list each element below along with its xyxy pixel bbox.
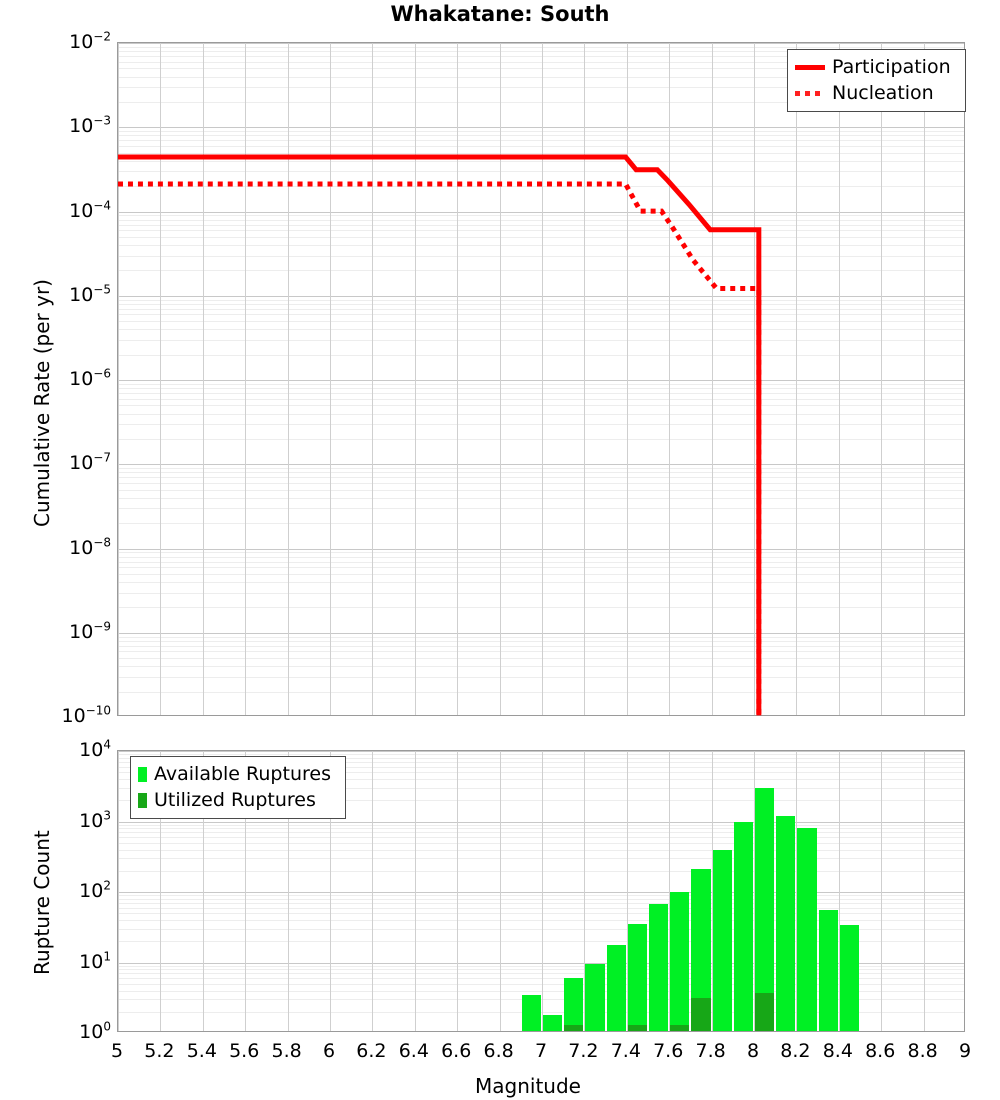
histogram-bar [564,978,584,1031]
y-tick-label: 10−5 [69,282,111,306]
histogram-bar [712,849,732,1031]
y-tick-label: 10−4 [69,198,111,222]
histogram-bar-utilized [755,992,775,1031]
bottom-plot-grid [118,751,964,1031]
histogram-bar [606,944,626,1031]
y-tick-label: 10−9 [69,619,111,643]
histogram-bar [797,828,817,1031]
histogram-bar-utilized [691,998,711,1031]
histogram-bar [521,994,541,1031]
legend-label-utilized-ruptures: Utilized Ruptures [154,789,316,811]
green-square-icon [138,766,147,782]
y-tick-label: 10−8 [69,535,111,559]
dotted-line-icon [795,90,825,96]
legend-label-participation: Participation [832,56,951,78]
legend-item-available-ruptures: Available Ruptures [138,761,337,787]
top-y-axis-title: Cumulative Rate (per yr) [30,279,54,527]
histogram-bar-utilized [564,1024,584,1031]
bottom-y-axis-title: Rupture Count [30,830,54,975]
histogram-bar [818,910,838,1031]
x-tick-label: 8.2 [780,1040,811,1062]
x-tick-label: 8 [746,1040,760,1062]
y-tick-label: 10−10 [61,703,111,727]
solid-line-icon [795,64,825,70]
x-tick-label: 6.8 [483,1040,514,1062]
legend-item-participation: Participation [795,54,957,80]
y-tick-label: 101 [79,949,111,973]
y-tick-label: 104 [79,737,111,761]
histogram-bar-utilized [627,1024,647,1031]
legend-item-utilized-ruptures: Utilized Ruptures [138,787,337,813]
y-tick-label: 102 [79,878,111,902]
histogram-bar [543,1015,563,1031]
x-tick-label: 8.8 [907,1040,938,1062]
histogram-bar [839,925,859,1031]
x-tick-label: 7.6 [653,1040,684,1062]
x-tick-label: 5 [110,1040,124,1062]
histogram-bar [670,892,690,1031]
x-tick-label: 7.2 [568,1040,599,1062]
cumulative-rate-plot [117,42,965,716]
histogram-bar [585,964,605,1031]
x-tick-label: 6.2 [356,1040,387,1062]
curve-legend: Participation Nucleation [787,49,966,112]
x-tick-label: 7 [534,1040,548,1062]
x-tick-label: 7.4 [610,1040,641,1062]
legend-label-available-ruptures: Available Ruptures [154,763,331,785]
x-tick-label: 5.8 [271,1040,302,1062]
page-title: Whakatane: South [390,2,610,26]
y-tick-label: 10−3 [69,113,111,138]
y-tick-label: 10−7 [69,450,111,475]
curve-participation [118,154,762,716]
legend-label-nucleation: Nucleation [832,82,934,104]
x-tick-label: 6.4 [398,1040,429,1062]
top-plot-grid [118,43,964,715]
histogram-bar [776,815,796,1031]
histogram-bar [627,924,647,1031]
mfd-curves [118,154,762,716]
x-axis-title: Magnitude [475,1074,581,1098]
rupture-histogram [118,751,964,1031]
curve-nucleation [118,181,762,716]
x-tick-label: 9 [958,1040,972,1062]
x-tick-label: 7.8 [695,1040,726,1062]
histogram-bar [691,869,711,1031]
legend-item-nucleation: Nucleation [795,80,957,106]
y-tick-label: 103 [79,808,111,832]
y-tick-label: 10−2 [69,29,111,53]
x-tick-label: 8.6 [865,1040,896,1062]
x-tick-label: 5.2 [144,1040,175,1062]
x-tick-label: 6.6 [441,1040,472,1062]
x-tick-label: 6 [322,1040,336,1062]
y-tick-label: 100 [79,1019,111,1043]
x-tick-label: 8.4 [822,1040,853,1062]
histogram-legend: Available Ruptures Utilized Ruptures [130,756,346,819]
y-tick-label: 10−6 [69,366,111,390]
x-tick-label: 5.6 [229,1040,260,1062]
histogram-bar [755,787,775,1031]
histogram-bar-utilized [670,1024,690,1031]
dark-green-square-icon [138,792,147,808]
histogram-bar [649,903,669,1031]
x-tick-label: 5.4 [186,1040,217,1062]
histogram-bar [733,821,753,1031]
